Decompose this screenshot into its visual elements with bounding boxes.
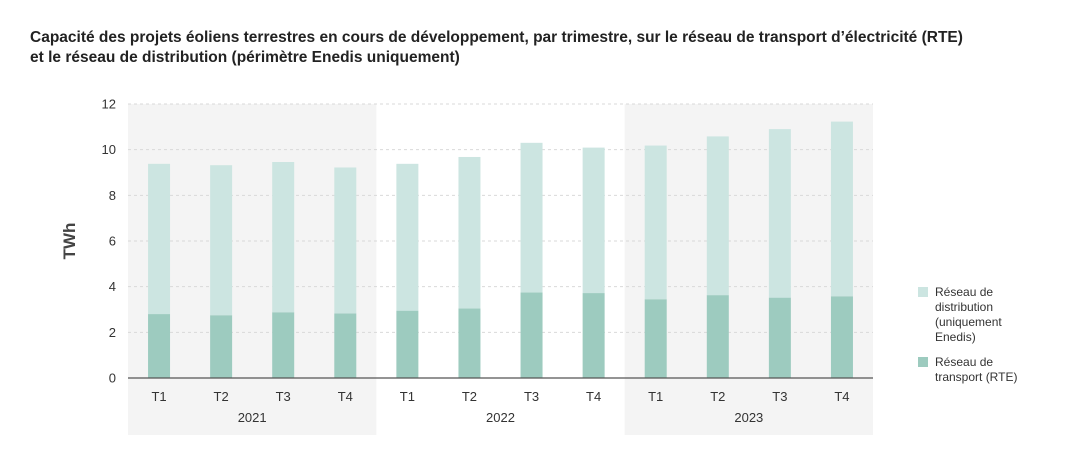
legend-item: Réseau de distribution (uniquement Enedis) [918, 285, 1058, 345]
bar-rte [768, 297, 791, 378]
bar-rte [272, 312, 295, 378]
bar-rte [396, 310, 419, 378]
bar-enedis [148, 163, 171, 315]
bar-enedis [706, 136, 729, 296]
x-category-label: T2 [462, 389, 477, 404]
legend-item: Réseau de transport (RTE) [918, 355, 1058, 385]
bar-rte [458, 308, 481, 378]
bar-rte [334, 313, 357, 378]
y-tick-label: 8 [109, 188, 116, 203]
bar-rte [148, 314, 171, 378]
y-tick-label: 12 [102, 97, 116, 112]
x-category-label: T4 [834, 389, 849, 404]
bar-enedis [334, 167, 357, 314]
legend-label: Réseau de distribution (uniquement Enedis) [935, 285, 1002, 344]
bar-enedis [458, 156, 481, 309]
chart-title-line-2: et le réseau de distribution (périmètre … [30, 49, 460, 66]
legend-swatch [918, 357, 928, 367]
legend-label: Réseau de transport (RTE) [935, 355, 1018, 384]
bar-rte [520, 292, 543, 378]
bar-rte [210, 315, 233, 378]
chart-title: Capacité des projets éoliens terrestres … [30, 28, 1070, 68]
x-category-label: T2 [214, 389, 229, 404]
bar-enedis [396, 163, 419, 311]
bar-rte [830, 296, 853, 378]
x-category-label: T3 [276, 389, 291, 404]
legend-swatch [918, 287, 928, 297]
bar-enedis [644, 145, 667, 300]
year-group-label: 2022 [486, 410, 515, 425]
x-category-label: T3 [524, 389, 539, 404]
bar-enedis [210, 165, 233, 316]
y-tick-label: 10 [102, 142, 116, 157]
bar-rte [582, 293, 605, 378]
x-category-label: T1 [151, 389, 166, 404]
bar-enedis [830, 121, 853, 297]
x-category-label: T4 [338, 389, 353, 404]
bar-enedis [768, 129, 791, 298]
bar-rte [644, 299, 667, 378]
x-category-label: T2 [710, 389, 725, 404]
y-tick-label: 4 [109, 279, 116, 294]
y-tick-label: 6 [109, 234, 116, 249]
bar-enedis [272, 161, 295, 313]
bar-rte [706, 295, 729, 378]
bar-enedis [520, 142, 543, 293]
y-tick-label: 0 [109, 371, 116, 386]
bar-enedis [582, 147, 605, 294]
year-group-label: 2023 [734, 410, 763, 425]
chart-legend: Réseau de distribution (uniquement Enedis) R… [918, 285, 1058, 395]
year-group-label: 2021 [238, 410, 267, 425]
x-category-label: T4 [586, 389, 601, 404]
y-axis-title: TWh [60, 223, 79, 260]
x-category-label: T1 [648, 389, 663, 404]
y-tick-label: 2 [109, 325, 116, 340]
chart-title-line-1: Capacité des projets éoliens terrestres … [30, 29, 963, 46]
x-category-label: T3 [772, 389, 787, 404]
x-category-label: T1 [400, 389, 415, 404]
